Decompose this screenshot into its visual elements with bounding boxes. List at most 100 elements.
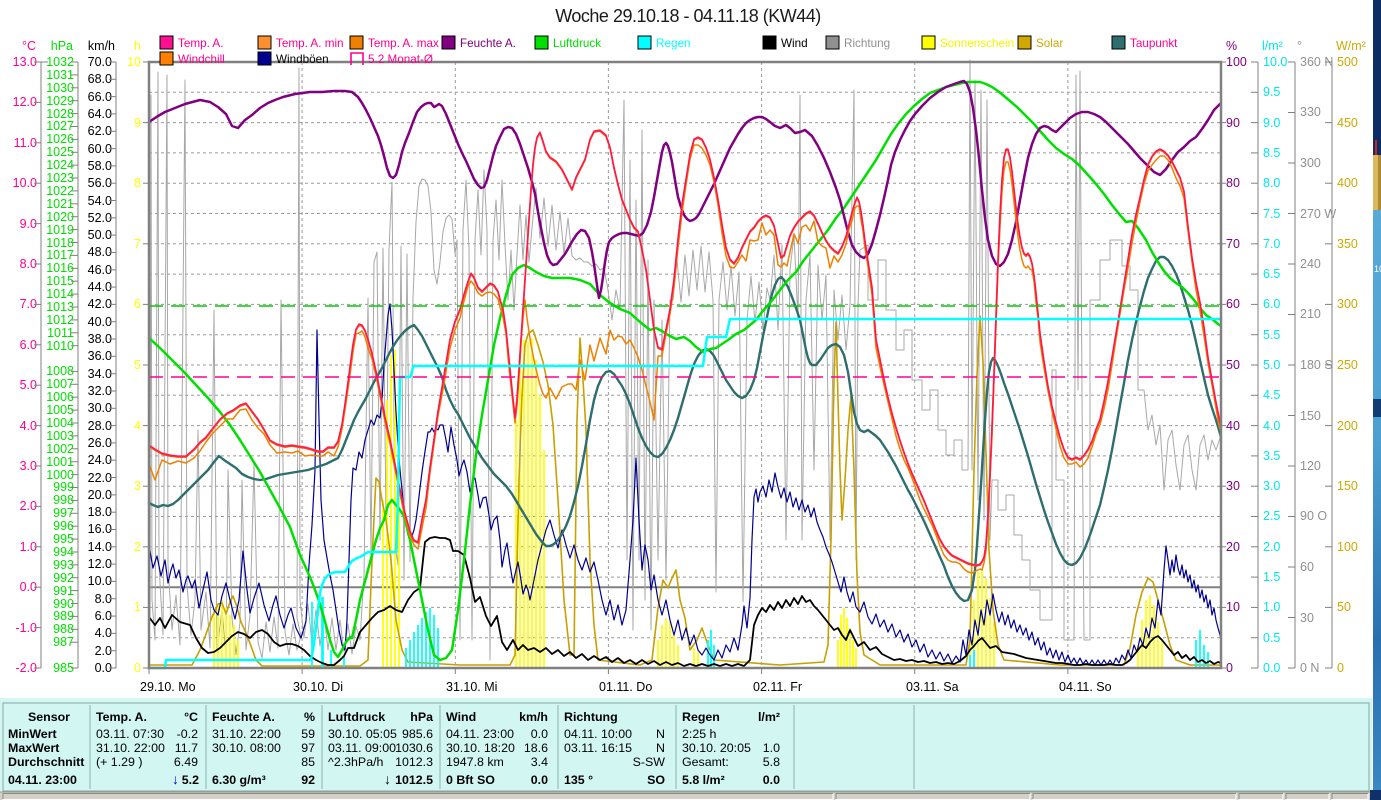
svg-text:5: 5 — [134, 358, 141, 372]
svg-text:Woche 29.10.18 - 04.11.18 (KW4: Woche 29.10.18 - 04.11.18 (KW44) — [555, 6, 821, 26]
svg-text:31.10. 22:00: 31.10. 22:00 — [96, 741, 165, 755]
svg-text:90 O: 90 O — [1300, 509, 1327, 523]
svg-text:Windchill: Windchill — [178, 53, 225, 66]
svg-text:1030: 1030 — [46, 81, 74, 95]
svg-text:500: 500 — [1337, 55, 1358, 69]
svg-text:31.10. Mi: 31.10. Mi — [446, 680, 497, 694]
svg-text:4.0: 4.0 — [95, 626, 112, 640]
svg-text:Temp. A.: Temp. A. — [178, 37, 223, 50]
svg-text:997: 997 — [53, 506, 74, 520]
svg-text:N: N — [656, 727, 665, 741]
svg-text:1005: 1005 — [46, 403, 74, 417]
svg-text:2.0: 2.0 — [20, 499, 37, 513]
svg-text:22.0: 22.0 — [88, 471, 112, 485]
svg-text:28.0: 28.0 — [88, 419, 112, 433]
svg-text:48.0: 48.0 — [88, 245, 112, 259]
svg-text:0: 0 — [134, 661, 141, 675]
svg-text:1947.8 km: 1947.8 km — [446, 755, 504, 769]
svg-text:Luftdruck: Luftdruck — [553, 37, 601, 50]
svg-text:2.0: 2.0 — [1263, 540, 1280, 554]
svg-text:26.0: 26.0 — [88, 436, 112, 450]
svg-text:350: 350 — [1337, 237, 1358, 251]
svg-text:1032: 1032 — [46, 55, 74, 69]
svg-text:0 Bft SO: 0 Bft SO — [446, 773, 495, 787]
svg-text:3.0: 3.0 — [1263, 479, 1280, 493]
svg-text:N: N — [656, 741, 665, 755]
svg-text:985.6: 985.6 — [402, 727, 433, 741]
svg-text:30.0: 30.0 — [88, 401, 112, 415]
svg-text:30: 30 — [1300, 611, 1314, 625]
svg-text:1025: 1025 — [46, 145, 74, 159]
svg-text:Richtung: Richtung — [844, 37, 890, 50]
svg-text:°C: °C — [22, 39, 36, 53]
svg-text:62.0: 62.0 — [88, 124, 112, 138]
svg-text:8: 8 — [134, 176, 141, 190]
svg-text:5.8: 5.8 — [763, 755, 780, 769]
svg-text:66.0: 66.0 — [88, 90, 112, 104]
svg-text:1022: 1022 — [46, 184, 74, 198]
svg-text:994: 994 — [53, 545, 74, 559]
svg-text:1.0: 1.0 — [1263, 600, 1280, 614]
svg-text:7: 7 — [134, 237, 141, 251]
svg-text:W/m²: W/m² — [1336, 39, 1366, 53]
svg-text:04.11. 23:00: 04.11. 23:00 — [446, 727, 514, 741]
svg-text:1001: 1001 — [46, 455, 74, 469]
svg-text:%: % — [1226, 39, 1237, 53]
svg-text:04.11. 10:00: 04.11. 10:00 — [564, 727, 632, 741]
svg-text:km/h: km/h — [88, 39, 115, 53]
svg-text:7.0: 7.0 — [20, 297, 37, 311]
svg-text:30.10. 18:20: 30.10. 18:20 — [446, 741, 515, 755]
svg-text:18.0: 18.0 — [88, 505, 112, 519]
svg-text:36.0: 36.0 — [88, 349, 112, 363]
svg-text:01.11. Do: 01.11. Do — [599, 680, 652, 694]
svg-text:60: 60 — [1226, 297, 1240, 311]
svg-text:Taupunkt: Taupunkt — [1130, 37, 1178, 50]
svg-text:991: 991 — [53, 584, 74, 598]
svg-text:Feuchte A.: Feuchte A. — [212, 710, 275, 724]
svg-text:135 °: 135 ° — [564, 773, 593, 787]
svg-text:03.11. 16:15: 03.11. 16:15 — [564, 741, 632, 755]
svg-text:46.0: 46.0 — [88, 263, 112, 277]
svg-text:993: 993 — [53, 558, 74, 572]
svg-text:16.0: 16.0 — [88, 522, 112, 536]
svg-text:92: 92 — [301, 773, 315, 787]
svg-text:200: 200 — [1337, 419, 1358, 433]
svg-text:03.11. Sa: 03.11. Sa — [906, 680, 959, 694]
svg-text:Regen: Regen — [656, 37, 690, 50]
svg-text:6.0: 6.0 — [20, 338, 37, 352]
svg-text:360 N: 360 N — [1300, 55, 1333, 69]
svg-text:58.0: 58.0 — [88, 159, 112, 173]
svg-text:MaxWert: MaxWert — [8, 741, 59, 755]
svg-text:1030.6: 1030.6 — [395, 741, 433, 755]
svg-text:1018: 1018 — [46, 236, 74, 250]
svg-text:64.0: 64.0 — [88, 107, 112, 121]
svg-text:03.11. 07:30: 03.11. 07:30 — [96, 727, 164, 741]
svg-text:-2.0: -2.0 — [15, 661, 37, 675]
svg-text:1015: 1015 — [46, 274, 74, 288]
svg-text:42.0: 42.0 — [88, 297, 112, 311]
svg-text:988: 988 — [53, 622, 74, 636]
svg-text:Temp. A. min: Temp. A. min — [276, 37, 344, 50]
svg-text:11.7: 11.7 — [175, 741, 198, 755]
svg-text:11.0: 11.0 — [14, 136, 37, 150]
svg-text:h: h — [134, 39, 141, 53]
svg-text:4.0: 4.0 — [20, 419, 37, 433]
svg-text:6.0: 6.0 — [1263, 297, 1280, 311]
svg-text:hPa: hPa — [51, 39, 73, 53]
svg-text:2:25 h: 2:25 h — [682, 727, 717, 741]
svg-text:13.0: 13.0 — [13, 55, 37, 69]
svg-text:34.0: 34.0 — [88, 367, 112, 381]
svg-text:l/m²: l/m² — [1262, 39, 1283, 53]
svg-text:9.0: 9.0 — [20, 217, 37, 231]
svg-text:1.0: 1.0 — [763, 741, 780, 755]
svg-text:1012.5: 1012.5 — [395, 773, 433, 787]
svg-text:56.0: 56.0 — [88, 176, 112, 190]
svg-text:Gesamt:: Gesamt: — [682, 755, 729, 769]
svg-text:6.30 g/m³: 6.30 g/m³ — [212, 773, 266, 787]
svg-text:8.0: 8.0 — [20, 257, 37, 271]
svg-text:↓: ↓ — [172, 771, 179, 787]
svg-text:60: 60 — [1300, 560, 1314, 574]
svg-text:SO: SO — [647, 773, 665, 787]
svg-text:68.0: 68.0 — [88, 72, 112, 86]
svg-text:Richtung: Richtung — [564, 710, 618, 724]
